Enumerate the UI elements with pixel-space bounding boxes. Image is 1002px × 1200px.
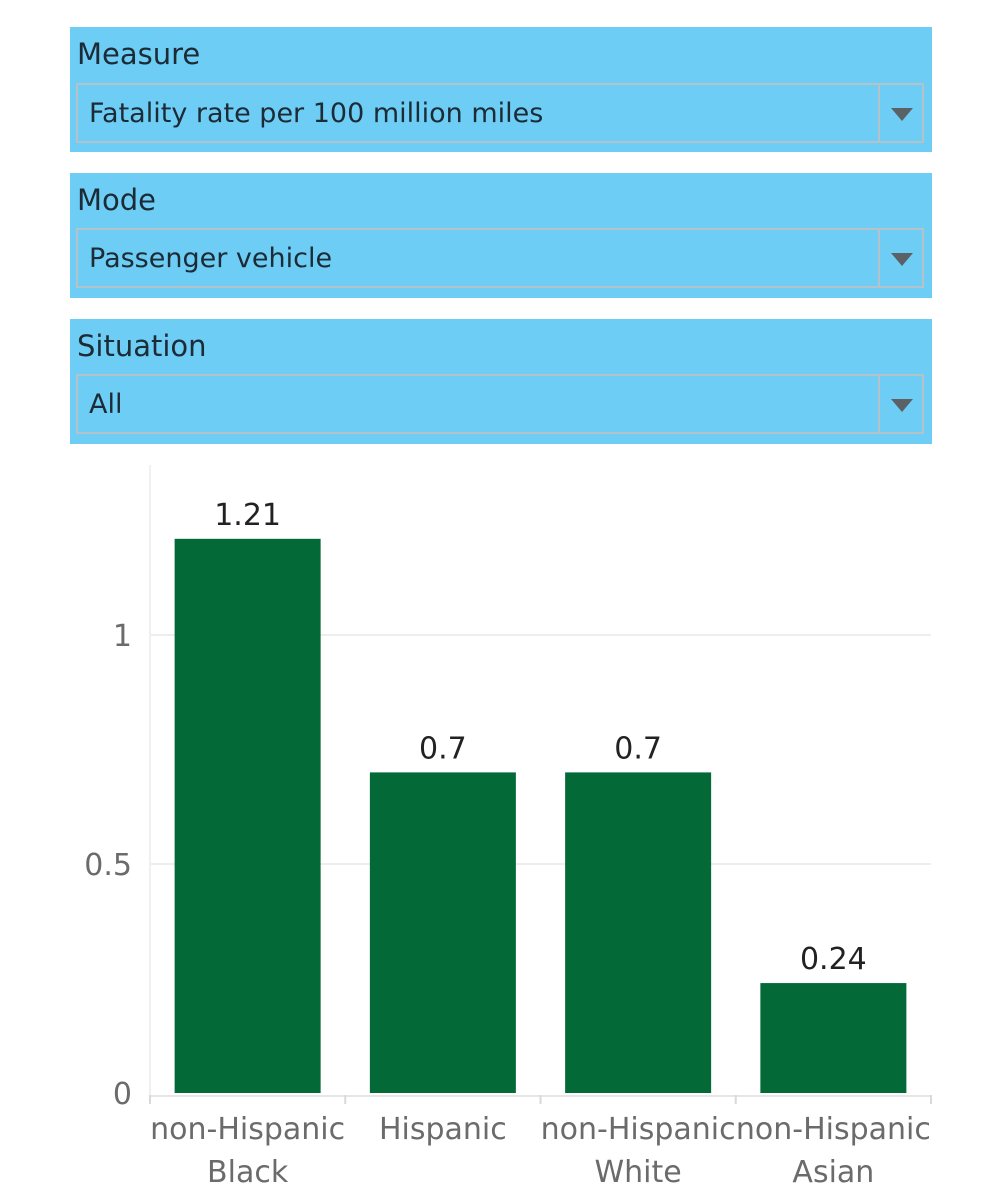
x-tick-label: non-Hispanic: [736, 1112, 931, 1147]
y-tick-label: 0: [113, 1077, 132, 1112]
bar: [369, 772, 516, 1093]
x-tick-label: Black: [207, 1155, 289, 1190]
situation-filter: Situation All: [70, 319, 932, 444]
situation-dropdown-value: All: [89, 389, 123, 420]
measure-filter: Measure Fatality rate per 100 million mi…: [70, 27, 932, 152]
situation-dropdown[interactable]: All: [76, 374, 924, 434]
x-tick-label: White: [595, 1155, 682, 1190]
measure-dropdown-divider: [878, 85, 880, 141]
x-tick-label: Asian: [792, 1155, 874, 1190]
measure-dropdown-value: Fatality rate per 100 million miles: [89, 98, 544, 129]
bar-data-label: 0.7: [419, 731, 467, 766]
bar-data-label: 1.21: [214, 498, 281, 533]
mode-filter-label: Mode: [77, 183, 157, 217]
mode-dropdown-value: Passenger vehicle: [89, 243, 333, 274]
situation-dropdown-divider: [878, 376, 880, 432]
bar: [174, 538, 321, 1093]
situation-filter-label: Situation: [77, 329, 207, 363]
bar: [760, 983, 907, 1093]
x-tick-label: non-Hispanic: [541, 1112, 736, 1147]
x-tick-label: Hispanic: [379, 1112, 507, 1147]
measure-filter-label: Measure: [77, 37, 201, 71]
y-tick-label: 0.5: [84, 848, 132, 883]
bar-data-label: 0.24: [800, 942, 867, 977]
measure-dropdown[interactable]: Fatality rate per 100 million miles: [76, 83, 924, 143]
chevron-down-icon[interactable]: [891, 253, 913, 266]
mode-dropdown[interactable]: Passenger vehicle: [76, 228, 924, 288]
bar: [565, 772, 712, 1093]
mode-dropdown-divider: [878, 230, 880, 286]
bar-data-label: 0.7: [614, 731, 662, 766]
x-tick-label: non-Hispanic: [150, 1112, 345, 1147]
chevron-down-icon[interactable]: [891, 399, 913, 412]
mode-filter: Mode Passenger vehicle: [70, 173, 932, 298]
chevron-down-icon[interactable]: [891, 108, 913, 121]
y-tick-label: 1: [113, 619, 132, 654]
